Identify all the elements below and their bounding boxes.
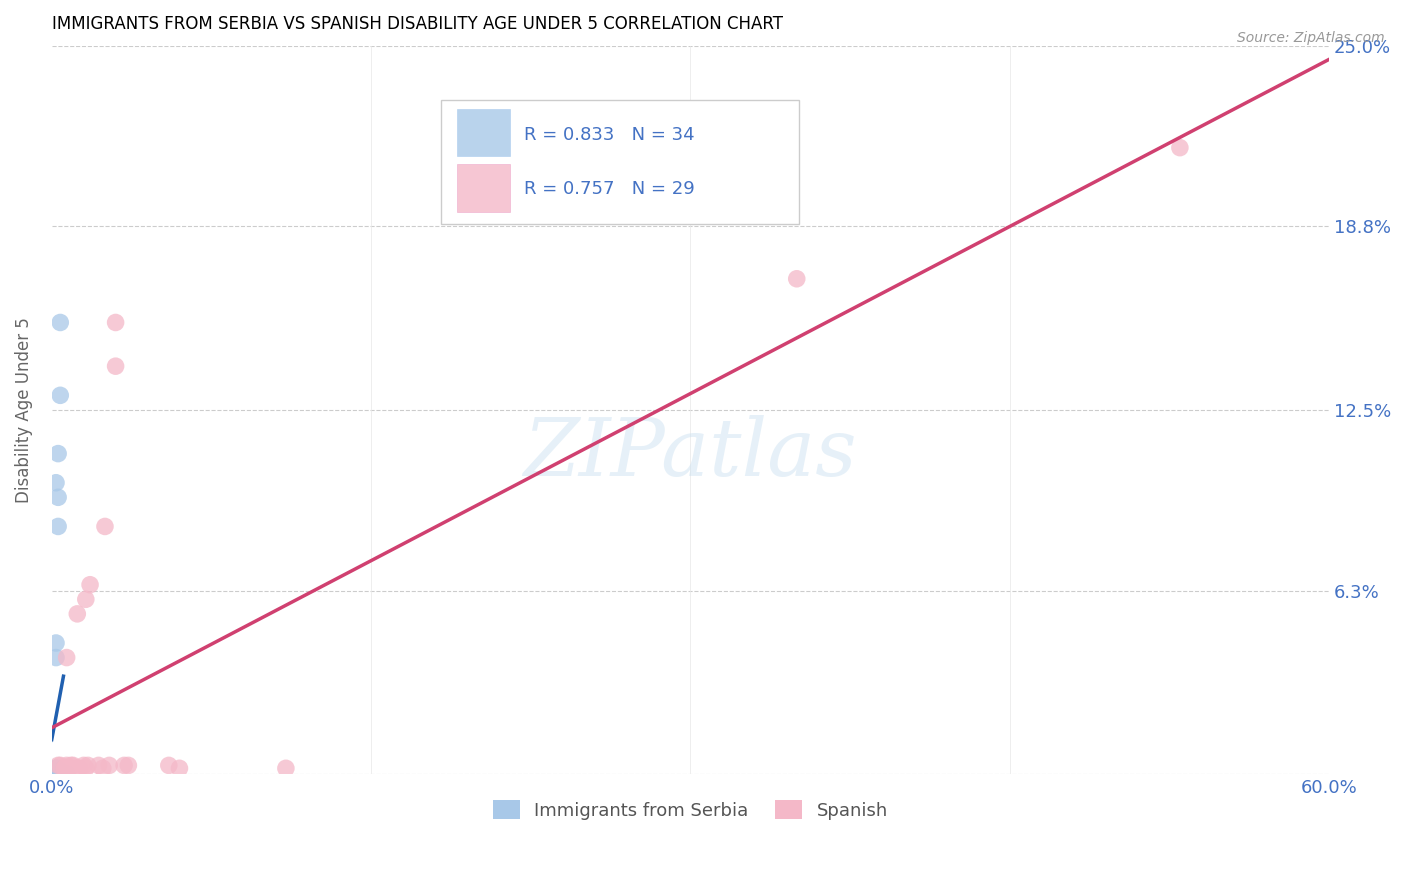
Point [75,592,97,607]
Point [75,761,97,775]
Point [45,636,67,650]
Point [66,761,89,775]
Point [55,650,77,665]
Point [45,767,67,781]
Point [45,650,67,665]
Point [53,767,76,781]
Point [67,761,90,775]
Point [49,758,72,772]
Point [46,764,69,779]
Point [46,519,69,533]
Point [112,758,135,772]
Point [87,758,110,772]
Point [1168,141,1191,155]
Text: R = 0.757   N = 29: R = 0.757 N = 29 [524,180,695,198]
Point [46,491,69,505]
Point [42,764,65,779]
Point [98,758,121,772]
Point [46,764,69,779]
Point [73,758,96,772]
Point [46,767,69,781]
Text: IMMIGRANTS FROM SERBIA VS SPANISH DISABILITY AGE UNDER 5 CORRELATION CHART: IMMIGRANTS FROM SERBIA VS SPANISH DISABI… [52,15,783,33]
Point [46,767,69,781]
Point [169,761,191,775]
Point [66,607,89,621]
Point [42,767,65,781]
Point [49,767,72,781]
Point [46,447,69,461]
Text: ZIPatlas: ZIPatlas [523,415,858,492]
Point [91,761,114,775]
Point [45,767,67,781]
Point [77,758,100,772]
Point [45,761,67,775]
Point [45,475,67,490]
FancyBboxPatch shape [441,100,799,224]
Point [104,359,127,374]
Point [45,767,67,781]
Point [55,767,77,781]
Point [49,767,72,781]
Point [157,758,180,772]
Point [49,316,72,330]
Point [49,388,72,402]
Y-axis label: Disability Age Under 5: Disability Age Under 5 [15,317,32,503]
Point [55,758,77,772]
FancyBboxPatch shape [457,164,510,211]
Point [45,767,67,781]
Point [786,272,808,286]
Legend: Immigrants from Serbia, Spanish: Immigrants from Serbia, Spanish [485,793,896,827]
Point [53,761,76,775]
Point [58,761,80,775]
Text: R = 0.833   N = 34: R = 0.833 N = 34 [524,126,695,144]
Point [51,767,73,781]
Point [45,764,67,779]
Point [42,767,65,781]
Point [42,767,65,781]
Point [59,758,82,772]
Point [42,767,65,781]
Point [42,767,65,781]
Point [94,519,117,533]
Point [274,761,297,775]
Point [117,758,139,772]
Point [45,764,67,779]
Point [79,578,101,592]
Text: Source: ZipAtlas.com: Source: ZipAtlas.com [1237,31,1385,45]
Point [62,758,84,772]
Point [49,764,72,779]
FancyBboxPatch shape [457,109,510,156]
Point [42,764,65,779]
Point [51,767,73,781]
Point [45,761,67,775]
Point [104,316,127,330]
Point [46,758,69,772]
